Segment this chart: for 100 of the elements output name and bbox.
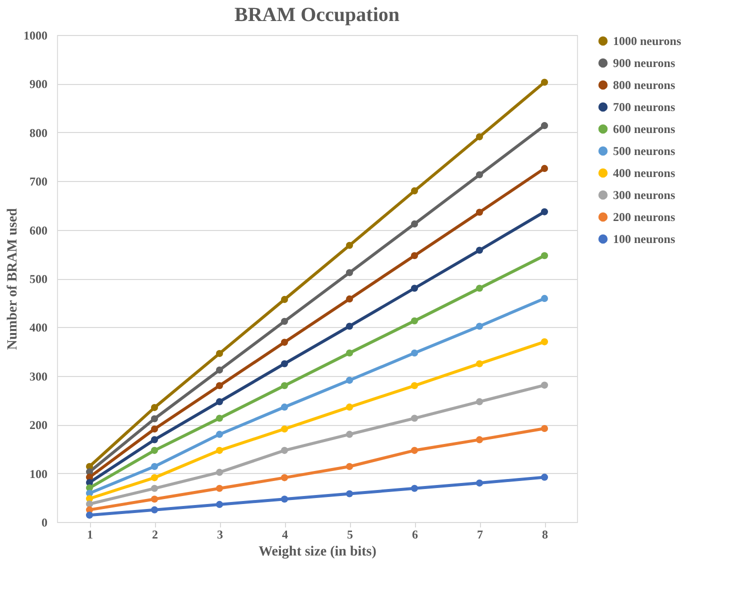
legend-label: 100 neurons xyxy=(613,232,676,246)
x-tick-label: 4 xyxy=(282,528,288,542)
point xyxy=(476,480,484,487)
x-tick-label: 5 xyxy=(347,528,353,542)
point xyxy=(540,382,548,389)
point xyxy=(410,382,418,390)
point xyxy=(150,496,158,503)
point xyxy=(346,242,354,249)
point xyxy=(540,424,548,432)
point xyxy=(216,350,224,358)
point xyxy=(86,512,94,519)
point xyxy=(150,484,158,492)
point xyxy=(280,446,288,454)
legend-label: 700 neurons xyxy=(613,100,676,114)
point xyxy=(216,382,224,390)
point xyxy=(410,187,418,194)
point xyxy=(216,446,224,454)
point xyxy=(216,468,224,476)
point xyxy=(346,349,354,357)
point xyxy=(280,382,288,390)
point xyxy=(150,436,158,444)
point xyxy=(476,171,484,178)
point xyxy=(476,398,484,406)
point xyxy=(86,500,94,508)
point xyxy=(476,322,484,330)
point xyxy=(540,122,548,130)
point xyxy=(280,360,288,368)
point xyxy=(476,246,484,254)
point xyxy=(346,376,354,384)
y-tick-label: 1000 xyxy=(24,28,48,42)
point xyxy=(150,425,158,433)
point xyxy=(280,425,288,433)
x-tick-label: 8 xyxy=(542,528,548,542)
point xyxy=(346,430,354,438)
x-tick-label: 3 xyxy=(217,528,223,542)
point xyxy=(410,284,418,292)
point xyxy=(150,462,158,470)
point xyxy=(346,295,354,302)
x-tick-label: 2 xyxy=(152,528,158,542)
legend-label: 400 neurons xyxy=(613,166,676,180)
point xyxy=(346,322,354,330)
point xyxy=(216,398,224,406)
legend-label: 300 neurons xyxy=(613,188,676,202)
point xyxy=(346,269,354,276)
point xyxy=(540,474,548,481)
legend-label: 900 neurons xyxy=(613,56,676,70)
point xyxy=(410,252,418,260)
point xyxy=(476,360,484,368)
point xyxy=(280,496,288,503)
point xyxy=(280,338,288,346)
legend-label: 200 neurons xyxy=(613,210,676,224)
point xyxy=(216,366,224,374)
y-tick-label: 100 xyxy=(30,466,48,481)
point xyxy=(346,404,354,411)
y-tick-label: 500 xyxy=(30,272,48,286)
point xyxy=(476,133,484,140)
point xyxy=(150,404,158,412)
point xyxy=(540,294,548,302)
point xyxy=(216,414,224,422)
point xyxy=(150,415,158,422)
x-axis-title: Weight size (in bits) xyxy=(258,544,377,560)
legend-label: 500 neurons xyxy=(613,144,676,158)
y-tick-label: 900 xyxy=(30,77,48,92)
point xyxy=(410,484,418,492)
chart-title: BRAM Occupation xyxy=(234,4,400,26)
y-tick-label: 800 xyxy=(30,126,48,140)
legend-label: 1000 neurons xyxy=(613,34,682,48)
point xyxy=(346,490,354,498)
point xyxy=(410,414,418,422)
point xyxy=(540,252,548,260)
point xyxy=(410,317,418,324)
point xyxy=(540,208,548,216)
point xyxy=(410,446,418,454)
point xyxy=(150,474,158,482)
point xyxy=(410,220,418,228)
y-tick-label: 400 xyxy=(30,320,48,335)
point xyxy=(280,318,288,325)
point xyxy=(280,474,288,482)
legend-label: 600 neurons xyxy=(613,122,676,136)
y-tick-label: 300 xyxy=(30,369,48,384)
y-tick-label: 600 xyxy=(30,223,48,238)
point xyxy=(150,506,158,514)
point xyxy=(410,349,418,357)
point xyxy=(540,78,548,86)
y-tick-label: 0 xyxy=(42,516,48,530)
y-tick-label: 200 xyxy=(30,418,48,432)
point xyxy=(476,436,484,444)
point xyxy=(540,164,548,172)
point xyxy=(216,430,224,438)
x-tick-label: 7 xyxy=(477,528,483,542)
point xyxy=(280,404,288,411)
x-tick-label: 6 xyxy=(412,528,418,542)
point xyxy=(476,284,484,292)
point xyxy=(346,462,354,470)
point xyxy=(216,484,224,492)
point xyxy=(150,446,158,454)
point xyxy=(216,500,224,508)
x-tick-label: 1 xyxy=(87,528,93,542)
point xyxy=(280,296,288,303)
y-tick-label: 700 xyxy=(30,174,48,189)
